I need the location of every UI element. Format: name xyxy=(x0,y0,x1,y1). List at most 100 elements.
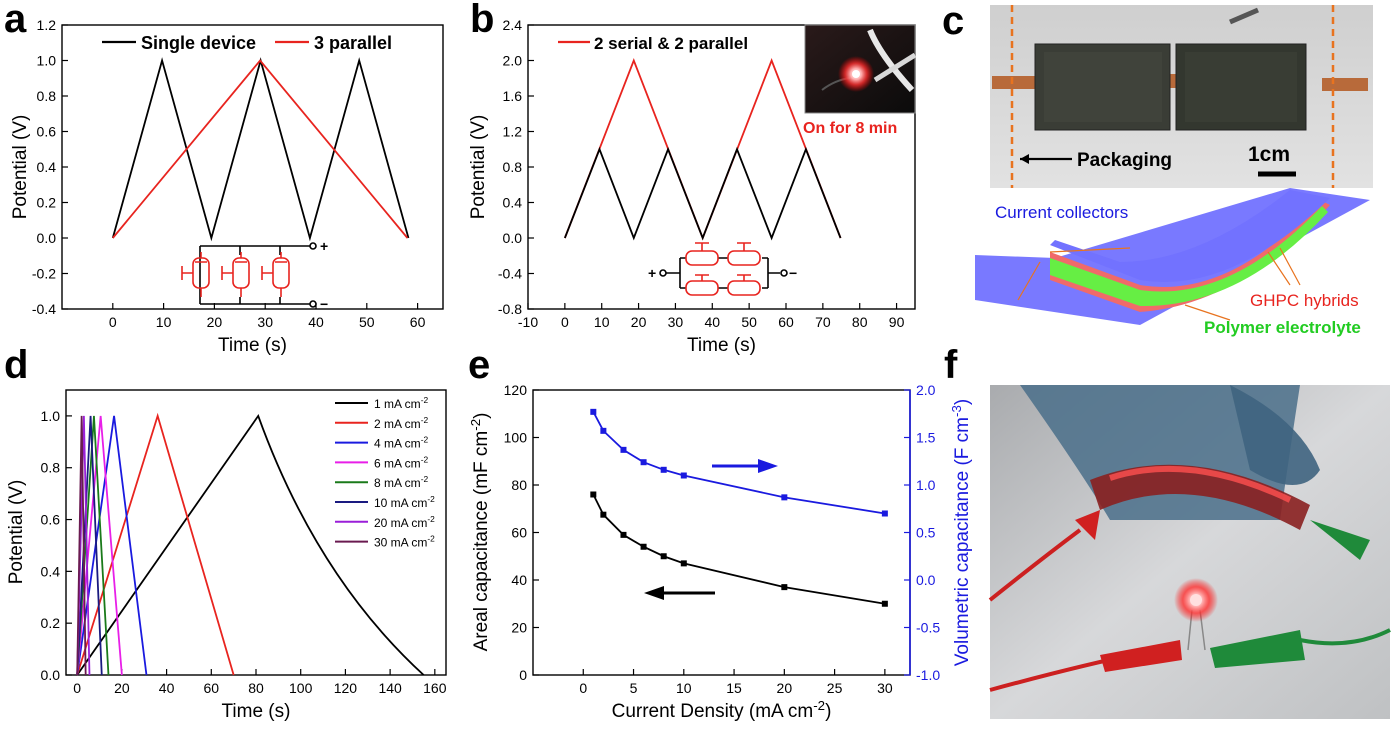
series-line-a-1 xyxy=(112,59,409,239)
y-tick-label-a: 0.4 xyxy=(37,159,57,175)
y-tick-label-b: 0.0 xyxy=(503,230,523,246)
data-point-e-0 xyxy=(590,491,597,498)
legend-label-d: 1 mA cm-2 xyxy=(374,395,428,411)
y-tick-label-a: 1.2 xyxy=(37,17,57,33)
x-axis-label-d: Time (s) xyxy=(222,701,291,722)
y-tick-label-b: 1.2 xyxy=(503,124,523,140)
data-point-e-0 xyxy=(680,560,687,567)
y2-tick-label-e: 0.5 xyxy=(916,525,936,541)
y2-axis-label-e: Volumetric capacitance (F cm-3) xyxy=(949,399,974,666)
x-tick-label-d: 60 xyxy=(204,680,220,696)
legend-label-d: 30 mA cm-2 xyxy=(374,534,435,550)
y-tick-label-d: 0.8 xyxy=(41,460,61,476)
y-tick-label-e: 80 xyxy=(511,477,527,493)
terminal-plus-a: + xyxy=(320,238,328,254)
x-tick-label-d: 20 xyxy=(114,680,130,696)
x-tick-label-d: 40 xyxy=(159,680,175,696)
y-tick-label-a: -0.4 xyxy=(32,301,56,317)
series-line-d-4 xyxy=(76,415,110,676)
y-axis-label-e: Areal capacitance (mF cm-2) xyxy=(468,413,493,652)
arrow-to-right-axis xyxy=(712,459,778,473)
legend-label-d: 20 mA cm-2 xyxy=(374,514,435,530)
panel-label-e: e xyxy=(468,343,490,387)
legend-label-parallel: 3 parallel xyxy=(314,33,392,53)
y2-tick-label-e: 0.0 xyxy=(916,572,936,588)
axes-b: -10 0 10 20 30 40 50 60 70 80 90 -0.8 -0.4 0.0 0.4 0.8 1… xyxy=(468,17,916,356)
panel-label-d: d xyxy=(4,343,28,387)
x-tick-label-b: 30 xyxy=(668,314,684,330)
legend-d: 1 mA cm-2 2 mA cm-2 4 mA cm-2 6 mA cm-2 8 mA… xyxy=(335,395,435,550)
label-ghpc-hybrids: GHPC hybrids xyxy=(1250,291,1359,310)
x-tick-label-b: 90 xyxy=(889,314,905,330)
y-tick-label-d: 1.0 xyxy=(41,408,61,424)
axes-d: 0 20 40 60 80 100 120 140 160 0.0 0.2 0.4 0.6 0.8 1.0 T… xyxy=(6,389,447,722)
legend-b: 2 serial & 2 parallel xyxy=(558,34,748,53)
y-tick-label-a: 0.8 xyxy=(37,88,57,104)
legend-label-single: Single device xyxy=(141,33,256,53)
x-axis-label-b: Time (s) xyxy=(687,335,756,356)
y-tick-label-e: 120 xyxy=(504,382,528,398)
y-tick-label-a: 0.2 xyxy=(37,195,57,211)
y2-tick-label-e: -0.5 xyxy=(916,620,940,636)
arrow-to-left-axis xyxy=(644,586,715,600)
y-axis-label-d: Potential (V) xyxy=(6,480,27,585)
y-tick-label-d: 0.0 xyxy=(41,667,61,683)
x-tick-label-d: 0 xyxy=(73,680,81,696)
x-tick-label-d: 120 xyxy=(334,680,358,696)
y2-tick-label-e: 1.0 xyxy=(916,477,936,493)
x-tick-label-e: 10 xyxy=(676,680,692,696)
y-axis-label-b: Potential (V) xyxy=(468,115,489,220)
y2-tick-label-e: 1.5 xyxy=(916,430,936,446)
chart-b: -10 0 10 20 30 40 50 60 70 80 90 -0.8 -0.4 0.0 0.4 0.8 1… xyxy=(468,17,916,356)
panel-label-a: a xyxy=(4,0,27,41)
x-tick-label-b: 10 xyxy=(594,314,610,330)
x-tick-label-a: 40 xyxy=(308,314,324,330)
panel-label-c: c xyxy=(942,0,964,43)
legend-label-d: 4 mA cm-2 xyxy=(374,435,428,451)
circuit-diagram-b: + − xyxy=(648,242,797,296)
series-line-d-5 xyxy=(76,415,103,676)
x-tick-label-a: 0 xyxy=(109,314,117,330)
x-tick-label-e: 20 xyxy=(777,680,793,696)
legend-label-d: 2 mA cm-2 xyxy=(374,415,428,431)
y-tick-label-b: 2.4 xyxy=(503,17,523,33)
x-tick-label-b: 20 xyxy=(631,314,647,330)
series-line-e-1 xyxy=(592,411,886,515)
x-tick-label-e: 0 xyxy=(579,680,587,696)
y2-tick-label-e: -1.0 xyxy=(916,667,940,683)
x-axis-label-e: Current Density (mA cm-2) xyxy=(612,698,832,723)
x-tick-label-b: 80 xyxy=(852,314,868,330)
y-tick-label-d: 0.2 xyxy=(41,615,61,631)
x-tick-label-e: 5 xyxy=(630,680,638,696)
terminal-minus-b: − xyxy=(789,265,797,281)
y-tick-label-a: 0.6 xyxy=(37,124,57,140)
x-tick-label-e: 15 xyxy=(726,680,742,696)
terminal-minus-a: − xyxy=(320,296,328,312)
x-tick-label-a: 20 xyxy=(207,314,223,330)
chart-d: 0 20 40 60 80 100 120 140 160 0.0 0.2 0.4 0.6 0.8 1.0 T… xyxy=(6,389,447,722)
data-point-e-0 xyxy=(620,531,627,538)
flexible-device-photo xyxy=(988,385,1391,719)
data-point-e-0 xyxy=(600,511,607,518)
axes-e: 0 5 10 15 20 25 30 0 20 40 60 80 100 120 -1.0 -0.5 0.0 0.… xyxy=(468,382,974,722)
data-point-e-1 xyxy=(600,427,607,434)
x-tick-label-e: 25 xyxy=(827,680,843,696)
legend-label-d: 8 mA cm-2 xyxy=(374,474,428,490)
chart-a: 0 10 20 30 40 50 60 -0.4 -0.2 0.0 0.2 0.4 0.6 0.8 1.0 1… xyxy=(10,17,444,356)
series-line-a-0 xyxy=(111,57,410,242)
y-tick-label-e: 0 xyxy=(519,667,527,683)
x-tick-label-d: 100 xyxy=(289,680,313,696)
inset-caption: On for 8 min xyxy=(803,120,897,137)
x-tick-label-b: 0 xyxy=(561,314,569,330)
y-tick-label-a: -0.2 xyxy=(32,266,56,282)
series-line-d-0 xyxy=(76,413,425,676)
data-point-e-1 xyxy=(640,459,647,466)
y-tick-label-b: -0.8 xyxy=(498,301,522,317)
x-tick-label-b: 70 xyxy=(815,314,831,330)
y-tick-label-b: -0.4 xyxy=(498,266,522,282)
x-tick-label-d: 80 xyxy=(248,680,264,696)
series-line-b-0 xyxy=(564,58,842,241)
y-tick-label-b: 0.4 xyxy=(503,195,523,211)
x-tick-label-d: 160 xyxy=(423,680,447,696)
x-tick-label-a: 50 xyxy=(359,314,375,330)
